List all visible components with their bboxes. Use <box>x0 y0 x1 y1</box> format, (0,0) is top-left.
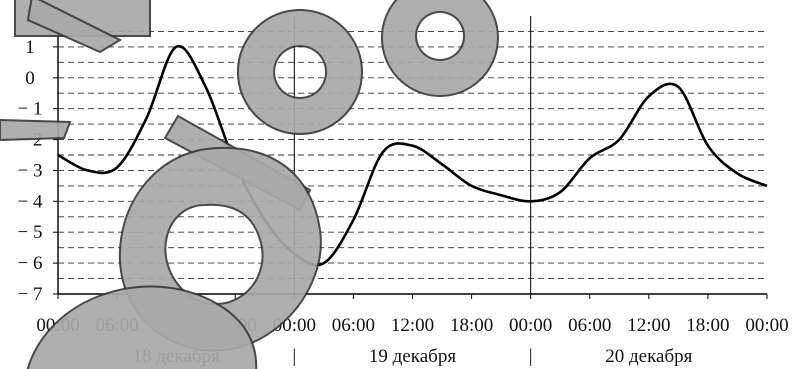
watermark-ring <box>381 0 499 97</box>
day-separator: | <box>292 346 296 367</box>
x-tick-label: 18:00 <box>450 315 493 336</box>
x-tick-label: 06:00 <box>332 315 375 336</box>
x-tick-label: 18:00 <box>686 315 729 336</box>
series <box>57 45 768 267</box>
day-label: 20 декабря <box>605 346 692 367</box>
watermark-shape <box>26 285 258 369</box>
y-tick-label: − 1 <box>18 99 43 120</box>
series-line <box>57 45 768 267</box>
watermark <box>0 0 499 369</box>
x-tick-label: 00:00 <box>745 315 788 336</box>
day-label: 19 декабря <box>369 346 456 367</box>
y-tick-label: − 5 <box>18 222 43 243</box>
y-tick-label: 0 <box>25 68 35 89</box>
y-tick-labels: 210− 1− 2− 3− 4− 5− 6− 7 <box>18 6 43 305</box>
x-tick-label: 12:00 <box>391 315 434 336</box>
x-tick-label: 06:00 <box>568 315 611 336</box>
watermark-shape <box>26 0 123 54</box>
y-tick-label: − 3 <box>18 160 43 181</box>
x-tick-label: 00:00 <box>509 315 552 336</box>
y-tick-label: − 7 <box>18 284 43 305</box>
day-separator: | <box>529 346 533 367</box>
watermark-shape <box>0 118 72 142</box>
watermark-ring <box>236 9 363 135</box>
y-tick-label: 1 <box>25 37 35 58</box>
y-tick-label: − 6 <box>18 253 43 274</box>
y-tick-label: − 4 <box>18 191 43 212</box>
x-tick-label: 12:00 <box>627 315 670 336</box>
